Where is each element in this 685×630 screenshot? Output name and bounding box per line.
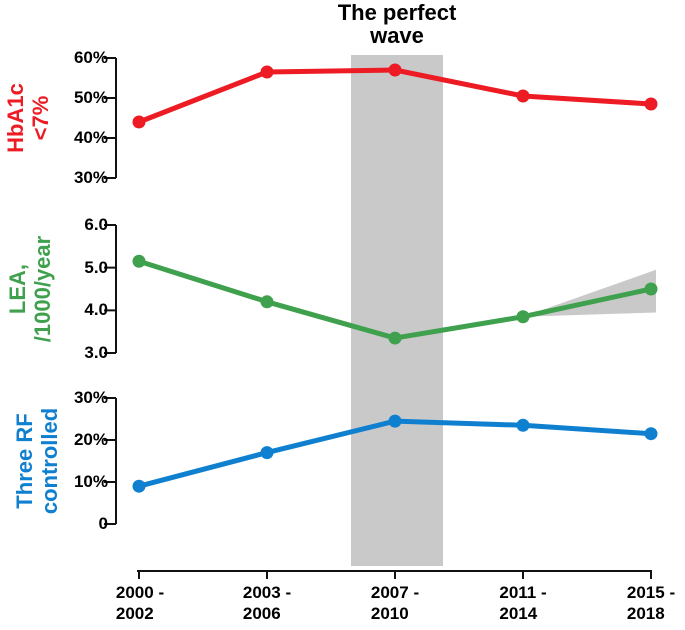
data-point (644, 427, 658, 441)
x-tick-line1: 2000 - (115, 583, 165, 602)
panel-label-lea-line2: /1000/year (30, 235, 55, 343)
y-tick-label: 3.0 (84, 343, 108, 362)
x-tick-label: 2015 - 2018 (627, 582, 675, 624)
y-tick-label: 20% (73, 430, 108, 449)
data-point (260, 295, 274, 309)
projection-wedge (523, 269, 656, 317)
x-tick-label: 2007 - 2010 (371, 582, 419, 624)
y-tick-label: 40% (73, 128, 108, 147)
x-tick-line2: 2014 (499, 604, 538, 623)
x-axis (137, 570, 652, 579)
panel-label-lea: LEA, /1000/year (5, 236, 55, 342)
chart-title-line1: The perfect (337, 0, 457, 25)
y-tick-label: 5.0 (84, 258, 108, 277)
data-point (388, 331, 402, 345)
data-point (132, 479, 146, 493)
y-tick-label: 60% (73, 48, 108, 67)
y-tick-label: 30% (73, 168, 108, 187)
data-point (132, 115, 146, 129)
panel-label-three-rf: Three RF controlled (12, 408, 62, 514)
x-tick-line1: 2015 - (626, 583, 676, 602)
x-tick-line2: 2002 (115, 604, 154, 623)
panel-label-three-rf-line2: controlled (37, 407, 62, 515)
y-axis-panel-1 (104, 57, 117, 179)
chart-title-line2: wave (370, 23, 424, 48)
x-tick-line1: 2003 - (242, 583, 292, 602)
panel-label-lea-line1: LEA, (5, 263, 30, 315)
data-point (132, 254, 146, 268)
y-tick-label: 0 (98, 514, 108, 533)
x-tick-line2: 2010 (370, 604, 409, 623)
data-point (516, 89, 530, 103)
data-point (644, 97, 658, 111)
y-axis-panel-2 (104, 224, 117, 354)
y-tick-label: 50% (73, 88, 108, 107)
x-tick-line2: 2006 (242, 604, 281, 623)
x-tick-label: 2003 - 2006 (243, 582, 291, 624)
data-point (388, 414, 402, 428)
y-tick-label: 6.0 (84, 215, 108, 234)
x-tick-line1: 2011 - (499, 583, 547, 602)
y-tick-label: 4.0 (84, 300, 108, 319)
y-tick-label: 30% (73, 388, 108, 407)
y-tick-label: 10% (73, 472, 108, 491)
chart-title: The perfect wave (338, 1, 457, 47)
panel-label-three-rf-line1: Three RF (12, 413, 37, 509)
x-tick-line1: 2007 - (370, 583, 420, 602)
x-tick-line2: 2018 (626, 604, 665, 623)
data-point (644, 282, 658, 296)
data-point (516, 418, 530, 432)
y-axis-panel-3 (104, 397, 117, 525)
data-point (260, 65, 274, 79)
data-point (516, 310, 530, 324)
x-tick-label: 2000 - 2002 (116, 582, 164, 624)
data-point (388, 63, 402, 77)
highlight-band (351, 55, 443, 566)
x-tick-label: 2011 - 2014 (499, 582, 546, 624)
data-point (260, 446, 274, 460)
